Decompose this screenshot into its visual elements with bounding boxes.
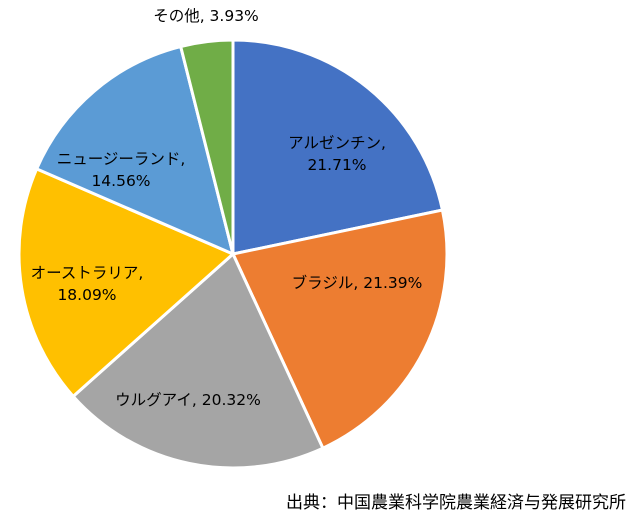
pie-slice-6 [178, 38, 235, 255]
pie-slice-1 [231, 38, 445, 256]
data-label-5: ニュージーランド, 14.56% [57, 150, 186, 190]
pie-slice-2 [230, 208, 449, 451]
pie-slice-3 [71, 251, 325, 470]
data-label-1: アルゼンチン, 21.71% [288, 134, 386, 174]
pie-slice-4 [17, 166, 236, 399]
data-label-3: ウルグアイ, 20.32% [115, 391, 261, 409]
data-label-6: その他, 3.93% [153, 7, 259, 25]
data-label-4: オーストラリア, 18.09% [31, 264, 144, 304]
pie-slice-5 [34, 44, 236, 257]
source-note: 出典：中国農業科学院農業経済与発展研究所 [286, 493, 626, 513]
data-label-2: ブラジル, 21.39% [292, 273, 423, 292]
